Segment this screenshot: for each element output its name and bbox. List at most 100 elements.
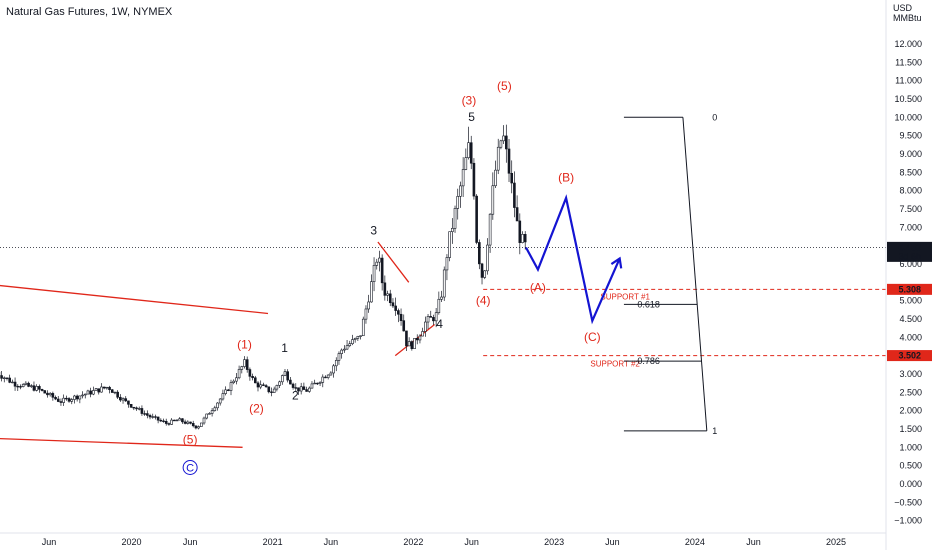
candle-body xyxy=(343,348,346,351)
candle-body xyxy=(426,316,430,323)
candle-body xyxy=(197,426,200,429)
candle-body xyxy=(248,369,252,377)
weekly-candle xyxy=(483,270,487,280)
price-tick-label: 3.000 xyxy=(899,369,922,379)
weekly-candle xyxy=(232,379,236,385)
weekly-candle xyxy=(29,384,33,389)
weekly-candle xyxy=(340,348,343,359)
weekly-candle xyxy=(113,391,117,395)
candle-body xyxy=(29,385,33,387)
candle-body xyxy=(51,393,55,398)
weekly-candle xyxy=(361,316,365,337)
wave-label: 3 xyxy=(370,224,377,238)
candle-body xyxy=(143,413,146,415)
weekly-candle xyxy=(521,231,524,244)
weekly-candle xyxy=(48,392,52,397)
candle-body xyxy=(0,375,3,379)
candle-body xyxy=(110,389,114,393)
price-badge xyxy=(887,283,932,295)
weekly-candle xyxy=(372,257,376,292)
weekly-candle xyxy=(305,386,308,392)
weekly-candle xyxy=(191,420,195,428)
weekly-candle xyxy=(405,330,408,351)
weekly-candle xyxy=(54,395,57,401)
weekly-candle xyxy=(510,160,514,194)
candle-body xyxy=(326,374,330,378)
fibonacci-retracement: 0 0.618 0.786 1 xyxy=(623,112,717,436)
candle-body xyxy=(413,337,416,349)
weekly-candle xyxy=(146,410,149,419)
candle-body xyxy=(491,185,495,215)
weekly-candle xyxy=(318,381,322,386)
candle-body xyxy=(515,207,519,222)
candle-body xyxy=(213,407,217,411)
wave-label: 1 xyxy=(281,341,288,355)
candle-body xyxy=(164,420,168,424)
wave-label: (C) xyxy=(584,330,601,344)
weekly-candle xyxy=(356,335,360,342)
weekly-candle xyxy=(43,390,47,394)
candle-body xyxy=(469,142,473,164)
candle-body xyxy=(364,308,368,320)
weekly-candle xyxy=(334,357,338,372)
time-tick-label: 2025 xyxy=(826,537,846,547)
candle-body xyxy=(119,396,122,401)
weekly-candle xyxy=(337,351,341,365)
weekly-candle xyxy=(235,372,238,385)
candle-body xyxy=(505,135,508,150)
candle-body xyxy=(291,383,295,388)
candle-body xyxy=(224,389,227,394)
weekly-candle xyxy=(394,297,397,316)
candle-body xyxy=(8,377,11,383)
weekly-candle xyxy=(418,334,422,344)
support-label: SUPPORT #1 xyxy=(600,292,650,301)
weekly-candle xyxy=(243,356,246,369)
candle-body xyxy=(102,386,106,389)
weekly-candle xyxy=(86,389,90,395)
candle-body xyxy=(445,257,449,271)
weekly-candle xyxy=(67,397,71,403)
weekly-candle xyxy=(100,383,103,393)
wave-label: 5 xyxy=(468,110,475,124)
weekly-candle xyxy=(456,188,460,220)
weekly-candle xyxy=(218,398,222,406)
weekly-candle xyxy=(200,422,203,427)
price-tick-label: 9.500 xyxy=(899,131,922,141)
weekly-candle xyxy=(343,345,346,353)
weekly-candle xyxy=(89,387,92,398)
candle-body xyxy=(46,392,49,396)
price-tick-label: 8.500 xyxy=(899,167,922,177)
wave-labels: (5) C (1) (2) 1 2 3 4 (3) 5 (4) (5) (A) (B) (C) xyxy=(182,79,601,475)
candle-body xyxy=(372,265,376,282)
weekly-candle xyxy=(143,410,146,416)
weekly-candle xyxy=(513,171,516,218)
candle-body xyxy=(237,369,241,379)
wave-label: C xyxy=(186,462,194,474)
candle-body xyxy=(243,359,246,367)
weekly-candle xyxy=(56,396,60,403)
candle-body xyxy=(62,397,65,403)
candle-body xyxy=(453,208,457,229)
candle-body xyxy=(356,335,360,339)
weekly-candle xyxy=(391,298,395,309)
weekly-candle xyxy=(65,395,68,401)
weekly-candle xyxy=(38,384,41,393)
candle-body xyxy=(202,417,206,424)
unit-label: MMBtu xyxy=(893,13,922,23)
horizontal-levels: SUPPORT #1 SUPPORT #2 xyxy=(0,246,886,369)
weekly-candle xyxy=(434,307,438,328)
candle-body xyxy=(43,390,47,394)
countdown-label: 3d 6h xyxy=(898,251,921,261)
weekly-candle xyxy=(523,231,527,250)
price-badge xyxy=(887,241,932,262)
weekly-candle xyxy=(451,218,454,244)
weekly-candle xyxy=(194,425,198,430)
weekly-candle xyxy=(148,413,152,420)
weekly-candle xyxy=(83,393,87,399)
weekly-candle xyxy=(410,340,414,351)
weekly-candle xyxy=(210,407,214,417)
weekly-candle xyxy=(321,374,325,388)
weekly-candle xyxy=(5,377,9,381)
weekly-candle xyxy=(11,379,14,384)
